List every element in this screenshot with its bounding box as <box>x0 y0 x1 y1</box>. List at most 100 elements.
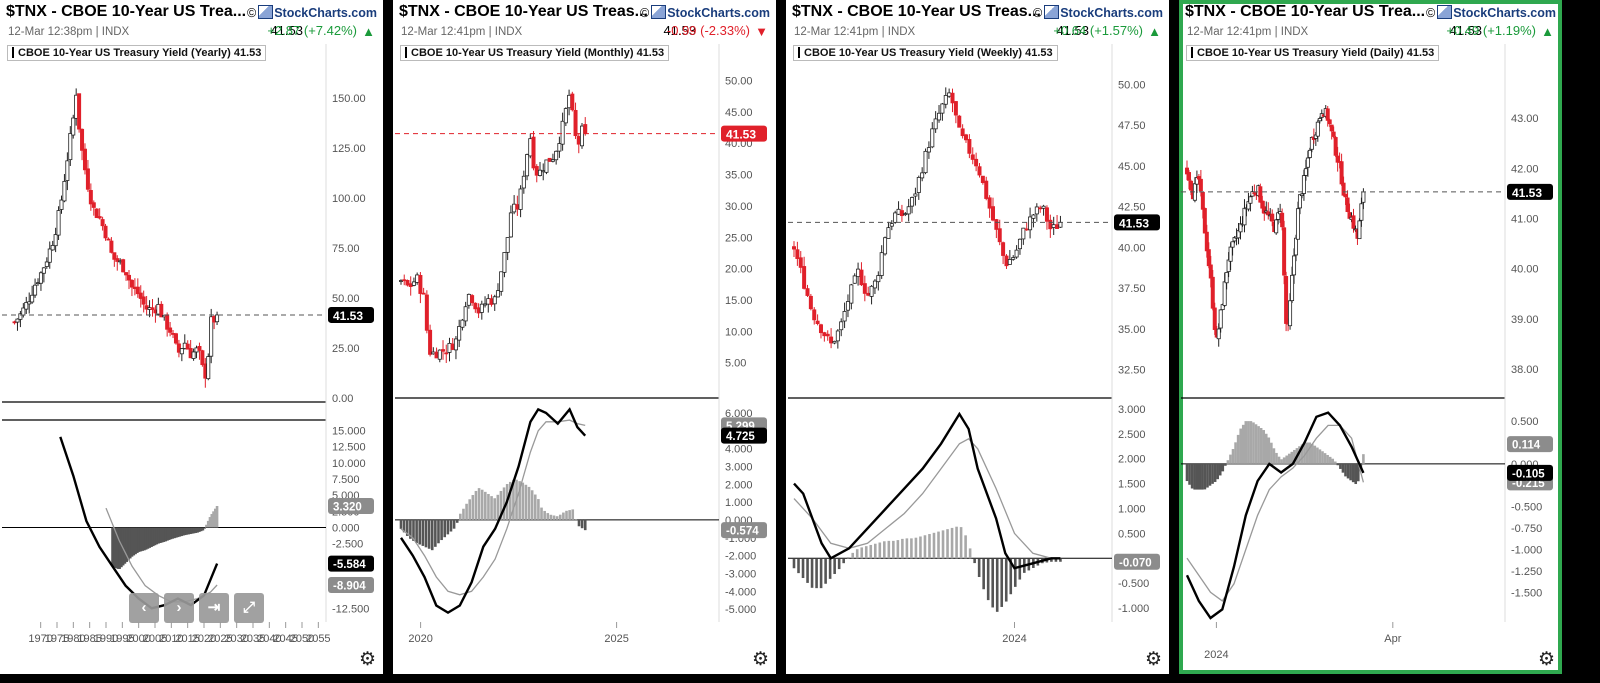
chart-panel-monthly[interactable]: $TNX - CBOE 10-Year US Treas... © StockCha… <box>393 0 776 674</box>
gear-icon[interactable]: ⚙ <box>1144 649 1162 670</box>
macd-histogram-bar <box>1349 463 1352 481</box>
legend-label: CBOE 10-Year US Treasury Yield (Monthly)… <box>411 47 665 59</box>
scroll-left-button[interactable]: ‹ <box>129 593 159 623</box>
go-to-end-button[interactable]: ⇥ <box>199 593 229 623</box>
gear-icon[interactable]: ⚙ <box>358 649 376 670</box>
macd-tick-label: -4.000 <box>725 586 756 598</box>
macd-histogram-bar <box>194 527 198 533</box>
macd-tick-label: 1.000 <box>725 497 753 509</box>
last-price-tag-label: 41.53 <box>1512 186 1542 200</box>
price-tick-label: 50.00 <box>725 76 753 88</box>
macd-histogram-bar <box>169 527 173 540</box>
x-tick-label: 2040 <box>257 633 281 645</box>
candle-body <box>923 150 928 174</box>
macd-histogram-bar <box>959 527 963 559</box>
macd-histogram-bar <box>440 519 443 541</box>
chart-panel-daily[interactable]: $TNX - CBOE 10-Year US Trea... © StockChar… <box>1179 0 1562 674</box>
candle-body <box>893 212 898 223</box>
macd-histogram-bar <box>132 527 136 556</box>
x-tick-label: 2020 <box>408 633 432 645</box>
chart-svg[interactable]: 32.50 35.00 37.50 40.00 42.50 45.00 47.50 50.00… <box>786 0 1169 674</box>
candle-body <box>839 321 844 331</box>
price-tick-label: 150.00 <box>332 93 366 105</box>
triangle-up-icon: ▲ <box>1148 24 1161 39</box>
macd-histogram-bar <box>189 527 192 535</box>
macd-histogram-bar <box>1321 451 1324 464</box>
macd-histogram-bar <box>537 499 540 520</box>
macd-macd-tag-label: 4.725 <box>726 431 755 443</box>
last-price-tag <box>721 125 767 142</box>
chart-svg[interactable]: 38.00 39.00 40.00 41.00 42.00 43.00 41.53 0.500… <box>1179 0 1562 674</box>
macd-histogram-bar <box>183 527 187 536</box>
change-value: +2.87 (+7.42%) <box>267 23 357 38</box>
candle-body <box>1274 219 1279 234</box>
stockcharts-logo: © StockCharts.com <box>247 5 377 20</box>
candle-body <box>1001 242 1006 256</box>
candle-body <box>103 225 108 239</box>
macd-histogram-bar <box>1264 433 1268 464</box>
chart-panel-yearly[interactable]: $TNX - CBOE 10-Year US Trea... © StockChar… <box>0 0 383 674</box>
macd-histogram-bar <box>1252 422 1255 464</box>
candle-body <box>168 327 173 333</box>
legend-label: CBOE 10-Year US Treasury Yield (Daily) 4… <box>1197 47 1435 59</box>
macd-histogram-bar <box>409 519 412 539</box>
symbol-title: $TNX - CBOE 10-Year US Treas... <box>792 3 1041 20</box>
macd-histogram-bar <box>527 486 531 520</box>
candle-body <box>970 154 975 160</box>
chart-svg[interactable]: 0.00 25.00 50.00 75.00 100.00 125.00 150.00 41.… <box>0 0 383 674</box>
candle-body <box>405 279 410 286</box>
stockcharts-logo: © StockCharts.com <box>1033 5 1163 20</box>
scroll-right-button[interactable]: › <box>164 593 194 623</box>
macd-histogram-bar <box>1257 426 1260 464</box>
macd-tick-label: 1.000 <box>1118 504 1146 516</box>
legend-label: CBOE 10-Year US Treasury Yield (Weekly) … <box>804 47 1053 59</box>
candle-body <box>916 176 921 193</box>
macd-tick-label: -0.500 <box>1511 502 1542 514</box>
legend-label: CBOE 10-Year US Treasury Yield (Yearly) … <box>18 47 262 59</box>
macd-histogram-bar <box>418 519 422 545</box>
candle-body <box>926 147 931 153</box>
candle-body <box>453 338 458 351</box>
last-price-tag-label: 41.53 <box>333 309 363 323</box>
macd-histogram-bar <box>833 558 836 574</box>
macd-histogram-bar <box>121 527 125 566</box>
candle-body <box>822 332 827 337</box>
candle-body <box>1343 193 1348 198</box>
candle-body <box>173 333 178 344</box>
chart-panel-weekly[interactable]: $TNX - CBOE 10-Year US Treas... © StockCha… <box>786 0 1169 674</box>
macd-hist-tag-label: -0.574 <box>726 526 759 538</box>
x-tick-label: 1975 <box>45 633 69 645</box>
macd-signal-line <box>793 437 1061 559</box>
candle-body <box>200 350 205 366</box>
chart-nav-controls: ‹ › ⇥ ⤢ <box>129 593 269 623</box>
timestamp: 12-Mar 12:41pm | INDX <box>401 26 523 38</box>
candle-body <box>872 280 877 289</box>
x-tick-label: 1990 <box>94 633 118 645</box>
macd-histogram-bar <box>568 510 571 520</box>
candle-body <box>508 212 513 238</box>
candle-body <box>47 248 52 263</box>
macd-histogram-bar <box>459 513 462 520</box>
macd-signal-tag <box>328 577 374 594</box>
x-tick-label: 2015 <box>175 633 199 645</box>
candle-body <box>124 272 129 276</box>
chart-svg[interactable]: 5.0010.0015.0020.0025.0030.0035.0040.004… <box>393 0 776 674</box>
macd-histogram-bar <box>1188 463 1191 485</box>
macd-tick-label: 3.000 <box>1118 404 1146 416</box>
macd-histogram-bar <box>157 527 160 544</box>
gear-icon[interactable]: ⚙ <box>1537 649 1555 670</box>
last-price-tag <box>1507 183 1553 200</box>
candle-body <box>920 172 925 179</box>
timestamp: 12-Mar 12:41pm | INDX <box>1187 26 1309 38</box>
macd-histogram-bar <box>968 548 972 559</box>
candle-body <box>1011 257 1016 260</box>
macd-histogram-bar <box>928 534 931 559</box>
candle-body <box>567 94 572 109</box>
macd-histogram-bar <box>973 558 976 564</box>
gear-icon[interactable]: ⚙ <box>751 649 769 670</box>
fullscreen-button[interactable]: ⤢ <box>234 593 264 623</box>
macd-histogram-bar <box>477 488 481 520</box>
candle-body <box>179 348 184 355</box>
price-tick-label: 45.00 <box>1118 161 1146 173</box>
macd-histogram-bar <box>1326 454 1329 464</box>
